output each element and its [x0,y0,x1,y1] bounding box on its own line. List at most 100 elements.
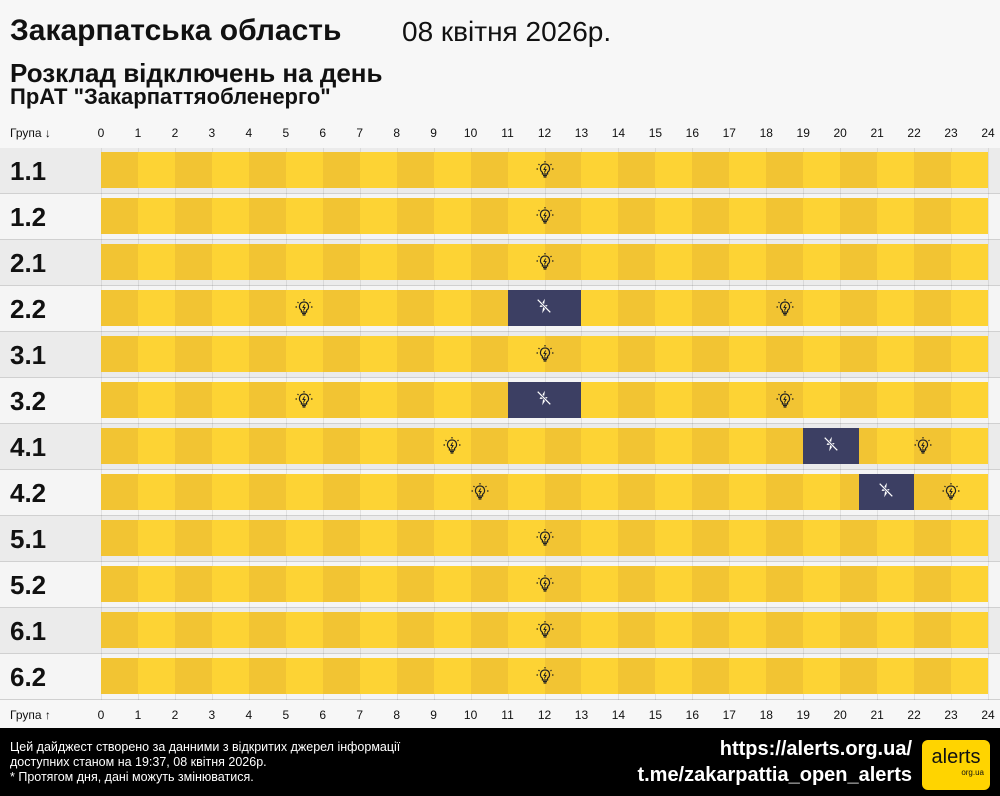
power-on-hour [951,290,989,326]
schedule-bar [101,244,989,280]
power-on-hour [840,382,878,418]
power-on-hour [285,198,324,234]
hour-tick: 12 [537,708,552,722]
lightbulb-icon [941,482,961,502]
power-on-hour [285,520,324,556]
power-on-hour [396,612,435,648]
power-on-hour [211,428,250,464]
note-line: Цей дайджест створено за данними з відкр… [10,740,401,754]
hour-tick: 12 [537,126,552,140]
power-on-hour [101,152,139,188]
power-on-hour [840,244,878,280]
power-on-hour [877,428,915,464]
power-on-hour [655,198,693,234]
lightbulb-icon [294,390,314,410]
hour-tick: 3 [208,126,216,140]
power-on-hour [729,474,767,510]
power-on-hour [914,658,952,694]
power-on-hour [618,428,656,464]
power-on-hour [470,290,509,326]
group-row: 4.2 [0,470,1000,516]
website-link[interactable]: https://alerts.org.ua/ [719,738,912,760]
hour-gridline [988,286,989,332]
power-on-hour [470,474,509,510]
power-on-hour [137,428,176,464]
group-row: 5.2 [0,562,1000,608]
power-on-hour [618,152,656,188]
power-on-hour [692,244,730,280]
power-on-hour [803,566,841,602]
power-on-hour [248,152,287,188]
power-on-hour [840,290,878,326]
power-on-hour [137,244,176,280]
logo-text: alerts [931,746,981,768]
region-title: Закарпатська область [10,14,342,47]
power-on-hour [877,336,915,372]
hour-gridline [988,378,989,424]
footer: Цей дайджест створено за данними з відкр… [0,728,1000,796]
hour-tick: 4 [245,708,253,722]
group-row: 6.2 [0,654,1000,700]
power-on-hour [544,520,582,556]
power-on-hour [359,244,398,280]
hour-gridline [988,332,989,378]
power-on-hour [211,474,250,510]
power-on-hour [877,382,915,418]
power-on-hour [729,152,767,188]
power-on-hour [359,658,398,694]
group-row: 3.2 [0,378,1000,424]
power-on-hour [655,244,693,280]
power-on-hour [101,198,139,234]
hour-tick: 13 [574,126,589,140]
schedule-bar [101,566,989,602]
company-name: ПрАТ "Закарпаттяобленерго" [10,84,331,109]
power-on-hour [507,658,545,694]
schedule-date: 08 квітня 2026р. [402,16,612,47]
group-label: 2.1 [10,248,47,278]
power-on-hour [101,382,139,418]
power-on-hour [322,520,361,556]
power-on-hour [766,566,804,602]
power-on-hour [433,244,472,280]
power-on-hour [137,198,176,234]
power-on-hour [174,612,213,648]
power-on-hour [803,290,841,326]
power-on-hour [470,658,509,694]
power-on-hour [470,382,509,418]
note-line: * Протягом дня, дані можуть змінюватися. [10,770,254,784]
hour-tick: 14 [611,708,626,722]
power-on-hour [914,244,952,280]
hour-tick: 5 [282,126,290,140]
power-on-hour [396,336,435,372]
power-on-hour [692,198,730,234]
lightbulb-icon [535,574,555,594]
hour-tick: 14 [611,126,626,140]
schedule-bar [101,474,989,510]
group-label: 6.2 [10,662,47,692]
power-on-hour [101,474,139,510]
hour-gridline [988,654,989,700]
power-on-hour [581,382,619,418]
power-on-hour [840,566,878,602]
power-on-hour [840,152,878,188]
power-on-hour [951,244,989,280]
hour-tick: 3 [208,708,216,722]
telegram-link[interactable]: t.me/zakarpattia_open_alerts [637,764,912,786]
power-on-hour [840,520,878,556]
power-on-hour [470,152,509,188]
power-on-hour [766,198,804,234]
power-on-hour [618,658,656,694]
hour-tick: 15 [648,126,663,140]
power-on-hour [174,198,213,234]
hour-tick: 11 [501,708,514,722]
power-on-hour [544,198,582,234]
power-on-hour [692,382,730,418]
power-on-hour [544,566,582,602]
power-on-hour [692,336,730,372]
power-on-hour [803,612,841,648]
power-on-hour [914,382,952,418]
power-on-hour [951,612,989,648]
power-on-hour [581,290,619,326]
power-on-hour [433,152,472,188]
power-on-hour [174,520,213,556]
